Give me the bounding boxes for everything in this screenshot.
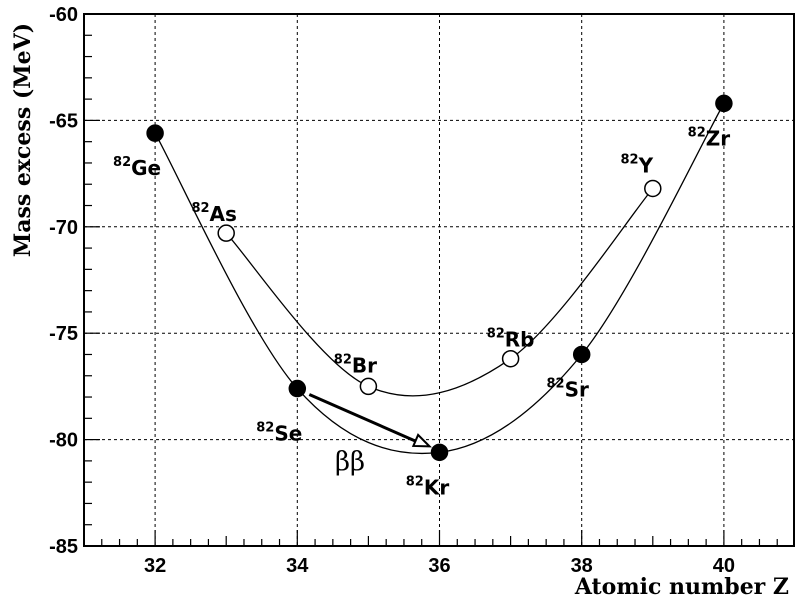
point-as [217,224,235,242]
label-se: 82Se [256,421,302,446]
point-y [644,179,662,198]
element-symbol: Y [638,153,654,177]
axis-ticks: 32 34 36 38 40 -60 -65 -70 -75 -80 -85 [49,4,795,577]
data-points [146,94,733,462]
label-kr: 82Kr [406,474,450,499]
mass-number: 82 [487,327,505,342]
mass-number: 82 [113,155,131,170]
label-br: 82Br [334,352,377,377]
point-br [359,377,378,396]
y-tick-label: -85 [49,536,78,558]
label-ge: 82Ge [113,155,161,180]
point-zr [715,94,733,113]
x-tick-label: 32 [144,555,166,577]
x-tick-label: 40 [713,555,735,577]
y-axis-title: Mass excess (MeV) [10,23,36,257]
element-symbol: Zr [706,126,731,150]
mass-number: 82 [547,376,565,391]
odd-odd-fit-curve [225,188,654,397]
mass-number: 82 [621,152,639,167]
mass-number: 82 [406,474,424,489]
element-symbol: Br [352,353,377,377]
label-zr: 82Zr [688,125,731,150]
element-symbol: Se [274,422,302,446]
point-ge [146,124,164,142]
beta-beta-arrow-shaft [308,393,421,445]
mass-number: 82 [191,201,209,216]
grid-lines [84,13,795,547]
beta-beta-arrow: ββ [308,393,432,477]
label-y: 82Y [621,152,654,177]
beta-beta-label: ββ [335,447,365,477]
x-tick-label: 36 [428,555,450,577]
point-rb [501,349,520,368]
element-symbol: Sr [565,377,589,401]
y-tick-label: -60 [49,4,78,26]
point-kr [430,443,449,462]
beta-beta-arrow-head [411,433,432,448]
label-sr: 82Sr [547,376,589,401]
point-se [288,379,307,398]
y-tick-label: -75 [49,323,78,345]
x-tick-label: 38 [571,555,593,577]
x-tick-label: 34 [286,555,309,577]
y-tick-label: -80 [49,430,78,452]
label-rb: 82Rb [487,327,535,352]
mass-number: 82 [256,421,274,436]
element-symbol: As [210,202,237,226]
element-symbol: Kr [424,475,449,499]
element-symbol: Rb [505,328,535,352]
y-tick-label: -65 [49,110,78,132]
x-axis-title: Atomic number Z [574,574,789,600]
y-tick-label: -70 [49,217,78,239]
label-as: 82As [191,201,236,226]
point-sr [572,345,591,364]
mass-number: 82 [334,352,352,367]
mass-number: 82 [688,125,706,140]
element-symbol: Ge [131,156,161,180]
